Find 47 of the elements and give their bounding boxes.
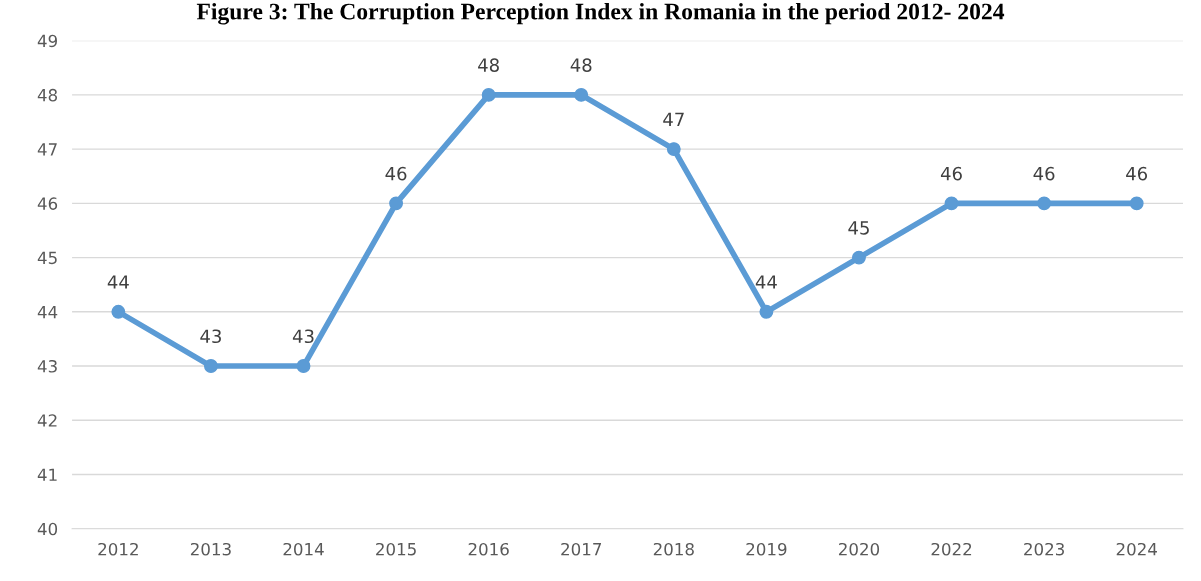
y-tick-label: 45 — [37, 251, 57, 265]
y-tick-label: 49 — [37, 34, 57, 48]
point — [1037, 196, 1052, 211]
point — [852, 250, 866, 265]
chart-title: Figure 3: The Corruption Perception Index in Romania in the period 2012- 2024 — [196, 2, 1005, 25]
point — [481, 87, 496, 102]
x-tick-label: 2015 — [376, 542, 416, 556]
point — [759, 304, 774, 319]
data-label: 45 — [848, 221, 869, 235]
x-tick-label: 2024 — [1116, 542, 1157, 556]
y-tick-label: 48 — [37, 88, 58, 102]
x-tick-label: 2014 — [283, 542, 324, 556]
x-tick-label: 2018 — [653, 542, 694, 556]
data-label: 46 — [1033, 166, 1055, 181]
data-label: 46 — [1126, 166, 1148, 181]
data-label: 48 — [570, 58, 592, 72]
data-label: 48 — [478, 58, 499, 72]
y-tick-label: 41 — [37, 468, 57, 481]
point — [111, 304, 126, 319]
point — [1129, 196, 1144, 211]
y-tick-label: 43 — [37, 359, 57, 373]
data-label: 47 — [663, 112, 684, 126]
point — [203, 359, 218, 373]
point — [666, 142, 681, 157]
x-tick-label: 2017 — [561, 542, 602, 556]
x-tick-label: 2013 — [190, 542, 231, 556]
point — [944, 196, 959, 211]
data-label: 43 — [292, 329, 314, 344]
data-label: 43 — [200, 329, 221, 344]
y-tick-label: 40 — [37, 522, 58, 536]
data-label: 44 — [755, 275, 777, 289]
x-tick-label: 2016 — [468, 542, 509, 556]
x-tick-label: 2012 — [98, 542, 138, 556]
y-tick-label: 47 — [37, 143, 57, 156]
point — [574, 87, 589, 102]
x-tick-label: 2019 — [746, 542, 787, 556]
x-tick-label: 2023 — [1024, 542, 1064, 556]
y-tick-label: 46 — [37, 197, 58, 210]
data-label: 46 — [940, 166, 962, 181]
data-label: 44 — [107, 275, 129, 289]
x-tick-label: 2020 — [838, 542, 880, 556]
data-label: 46 — [385, 166, 407, 181]
y-tick-label: 42 — [37, 414, 57, 427]
point — [296, 359, 311, 373]
y-tick-label: 44 — [37, 305, 58, 319]
x-tick-label: 2022 — [931, 542, 972, 556]
point — [389, 196, 404, 211]
